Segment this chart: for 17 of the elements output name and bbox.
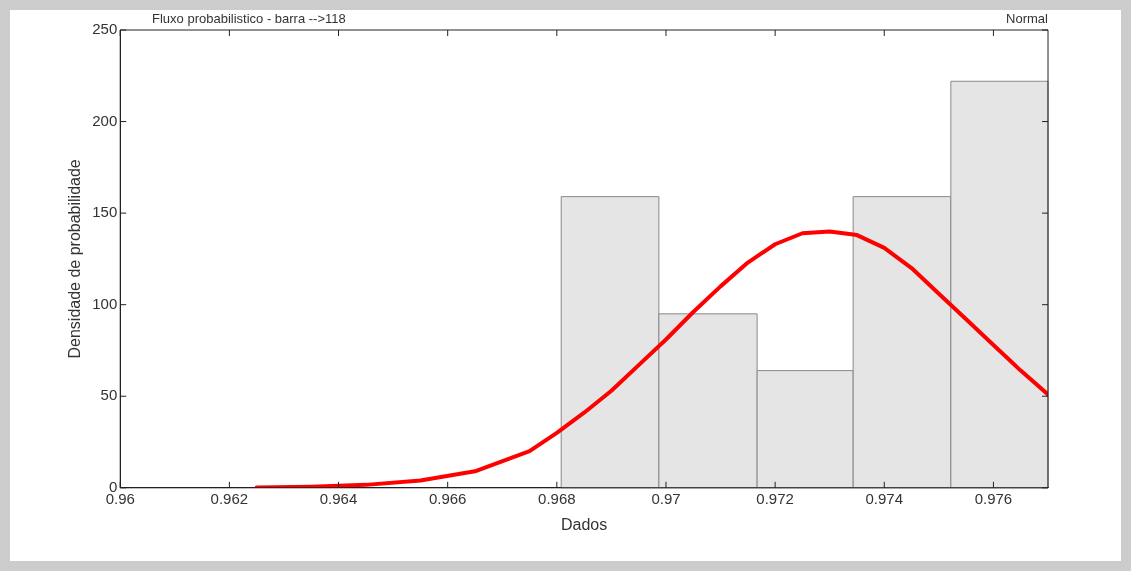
- y-tick-label: 50: [100, 386, 118, 404]
- x-tick-label: 0.976: [974, 489, 1013, 507]
- text: Normal: [1006, 11, 1048, 26]
- x-tick-label: 0.964: [319, 489, 358, 507]
- y-axis-title: Densidade de probabilidade: [66, 159, 84, 359]
- x-tick-label: 0.966: [428, 489, 467, 507]
- x-axis-title: Dados: [560, 515, 608, 533]
- x-tick-label: 0.962: [210, 489, 249, 507]
- y-tick-label: 200: [92, 111, 118, 129]
- y-tick-label: 250: [92, 20, 118, 38]
- x-tick-label: 0.974: [865, 489, 904, 507]
- y-tick-label: 100: [92, 294, 118, 312]
- x-tick-label: 0.97: [651, 489, 681, 507]
- chart-title: Fluxo probabilistico - barra -->118: [152, 11, 346, 26]
- y-tick-label: 150: [92, 203, 118, 221]
- x-tick-label: 0.972: [756, 489, 794, 507]
- x-tick-label: 0.968: [538, 489, 576, 507]
